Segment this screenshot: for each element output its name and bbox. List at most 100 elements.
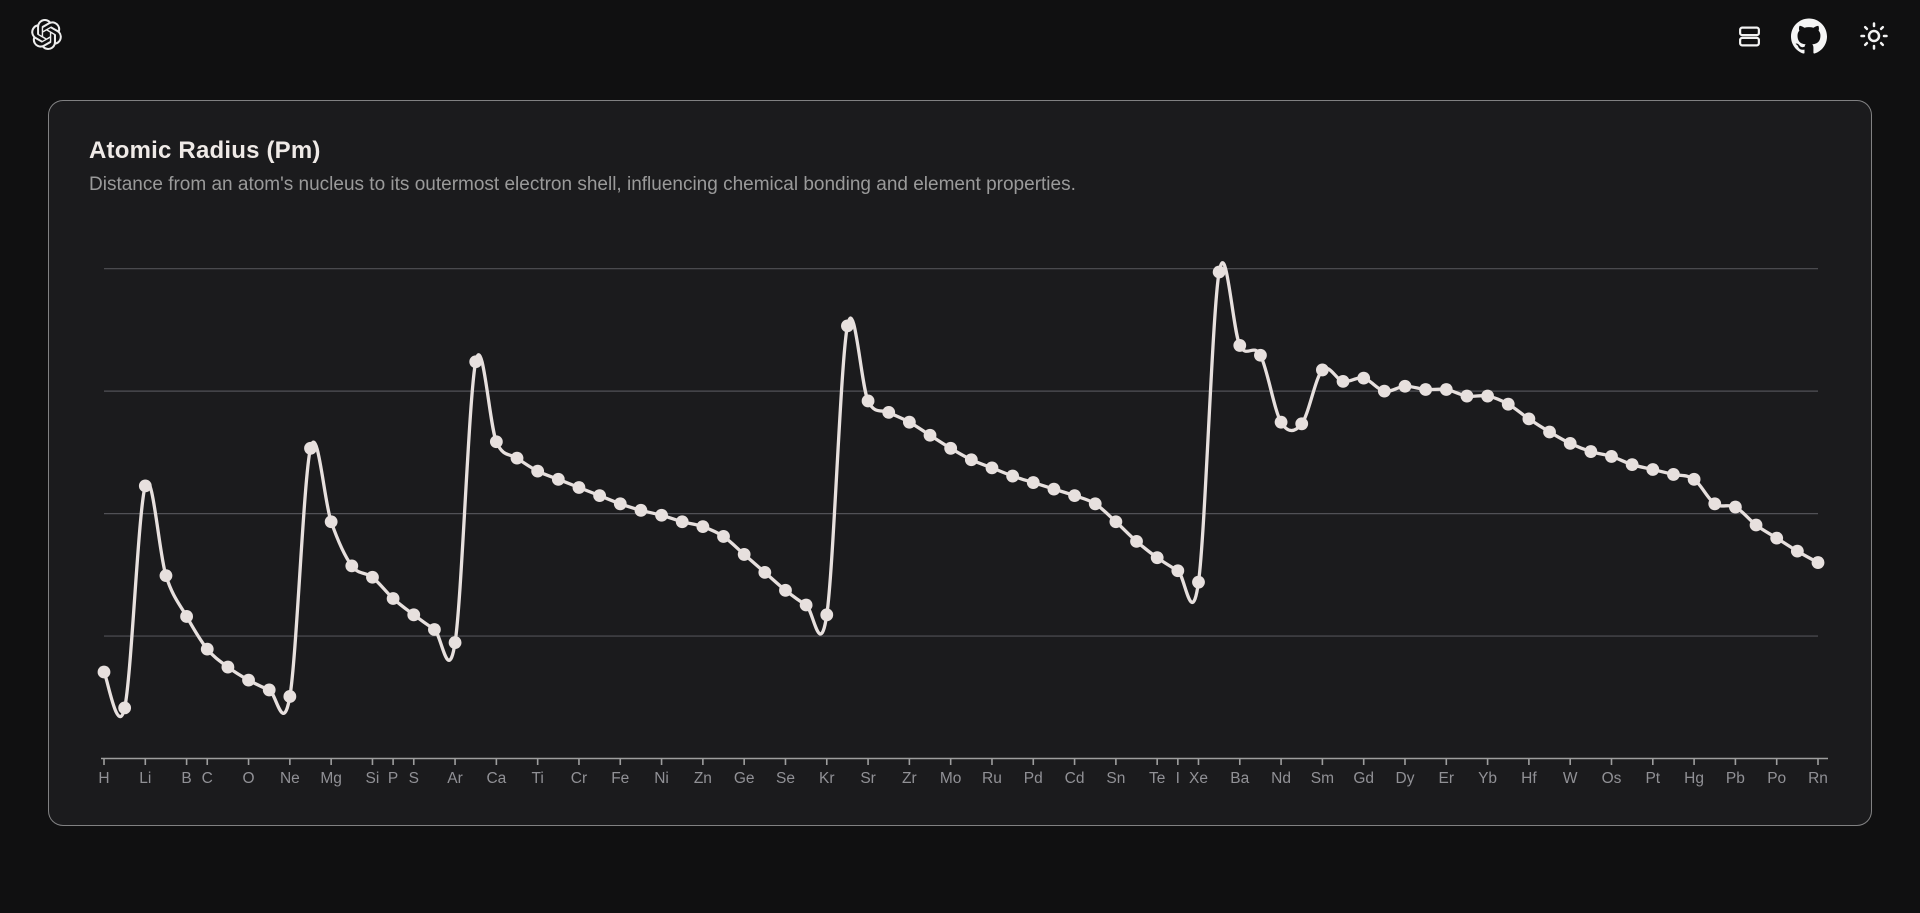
data-point-He xyxy=(118,701,132,715)
openai-logo[interactable] xyxy=(29,17,63,51)
data-point-Pb xyxy=(1728,500,1742,514)
x-axis-label: Rn xyxy=(1808,770,1828,787)
x-axis-label: Ru xyxy=(982,770,1002,787)
data-point-F xyxy=(262,683,276,697)
data-point-Ho xyxy=(1419,383,1433,396)
data-point-Cr xyxy=(572,481,586,494)
data-point-Po xyxy=(1770,531,1784,545)
data-point-Cd xyxy=(1068,489,1081,503)
data-point-Zn xyxy=(696,520,710,534)
data-point-Tc xyxy=(964,453,978,467)
x-axis-label: O xyxy=(243,770,255,787)
data-point-Br xyxy=(799,598,813,612)
data-point-Pr xyxy=(1254,348,1267,362)
data-point-N xyxy=(221,660,235,674)
data-point-Pd xyxy=(1026,476,1040,489)
data-point-Na xyxy=(304,441,317,455)
sun-icon xyxy=(1860,22,1888,50)
x-axis-label: Hf xyxy=(1521,770,1537,787)
github-link-button[interactable] xyxy=(1790,17,1828,55)
x-axis-label: Mo xyxy=(940,770,962,787)
data-point-Gd xyxy=(1357,371,1371,385)
data-point-Tb xyxy=(1377,384,1391,398)
x-axis-label: Sr xyxy=(860,770,876,787)
chart-canvas[interactable]: H Li B C O Ne Mg Si P S Ar Ca Ti Cr Fe Ni Zn Ge Se Kr Sr Zr Mo… xyxy=(49,101,1873,827)
data-point-Sn xyxy=(1109,515,1123,529)
data-point-Bi xyxy=(1749,518,1763,532)
x-axis-label: Ti xyxy=(531,770,543,787)
x-axis-label: Zn xyxy=(694,770,712,787)
chart-subtitle: Distance from an atom's nucleus to its o… xyxy=(89,174,1076,195)
x-axis-label: Ca xyxy=(486,770,506,787)
x-axis-label: Cd xyxy=(1065,770,1085,787)
series-line xyxy=(102,261,1820,719)
x-axis-label: Gd xyxy=(1353,770,1374,787)
data-point-K xyxy=(469,355,483,369)
x-axis-label: Li xyxy=(139,770,151,787)
chart-card: Atomic Radius (Pm) Distance from an atom… xyxy=(48,100,1872,826)
layout-toggle-button[interactable] xyxy=(1735,22,1763,50)
x-axis-label: Nd xyxy=(1271,770,1291,787)
x-axis-label: Te xyxy=(1149,770,1165,787)
data-point-Rn xyxy=(1811,556,1825,569)
data-point-C xyxy=(200,642,214,656)
data-point-Y xyxy=(882,405,896,419)
x-axis-label: B xyxy=(181,770,191,787)
x-axis-label: Se xyxy=(776,770,795,787)
x-axis-label: P xyxy=(388,770,398,787)
data-point-I xyxy=(1171,564,1185,578)
data-point-Hf xyxy=(1522,412,1536,426)
data-point-Rh xyxy=(1006,469,1020,483)
data-point-Ti xyxy=(531,464,545,478)
x-axis-label: Kr xyxy=(819,770,835,787)
data-point-Os xyxy=(1605,450,1618,463)
x-axis-label: C xyxy=(202,770,213,787)
data-point-Ga xyxy=(717,530,730,543)
data-point-Tl xyxy=(1708,497,1722,511)
data-point-O xyxy=(242,673,255,687)
x-axis-label: Pd xyxy=(1024,770,1043,787)
line-chart[interactable]: H Li B C O Ne Mg Si P S Ar Ca Ti Cr Fe Ni Zn Ge Se Kr Sr Zr Mo… xyxy=(49,101,1873,827)
data-point-Lu xyxy=(1501,397,1515,411)
data-point-Se xyxy=(779,583,792,597)
data-point-V xyxy=(551,472,565,486)
data-point-In xyxy=(1088,497,1102,511)
data-point-Zr xyxy=(902,415,916,429)
data-point-Eu xyxy=(1336,374,1350,388)
data-point-Sc xyxy=(510,451,524,465)
theme-toggle-button[interactable] xyxy=(1857,19,1891,53)
data-point-Si xyxy=(366,570,379,584)
data-point-Nb xyxy=(923,428,937,442)
x-axis-label: S xyxy=(409,770,419,787)
data-point-Ar xyxy=(448,636,462,649)
x-axis-label: Hg xyxy=(1684,770,1704,787)
data-point-Tm xyxy=(1460,389,1474,403)
data-point-Ag xyxy=(1047,482,1061,496)
data-point-At xyxy=(1790,544,1804,558)
data-point-Ir xyxy=(1625,458,1639,472)
data-point-Re xyxy=(1584,445,1598,458)
x-axis-label: Ba xyxy=(1230,770,1249,787)
x-axis-label: Cr xyxy=(571,770,587,787)
x-axis-label: Fe xyxy=(611,770,629,787)
data-point-P xyxy=(386,592,400,605)
data-point-Ba xyxy=(1233,339,1247,352)
data-point-Cs xyxy=(1212,265,1226,279)
data-point-Ne xyxy=(283,690,297,703)
openai-logo-icon xyxy=(30,18,62,50)
data-point-Al xyxy=(345,559,359,573)
chart-title: Atomic Radius (Pm) xyxy=(89,137,321,164)
x-axis-label: W xyxy=(1563,770,1578,787)
data-point-Sb xyxy=(1130,534,1143,548)
x-axis-label: Zr xyxy=(902,770,917,787)
data-point-Ca xyxy=(489,435,503,449)
data-point-S xyxy=(407,608,421,622)
x-axis-label: Pb xyxy=(1726,770,1745,787)
x-axis-label: Yb xyxy=(1478,770,1497,787)
app-header xyxy=(0,0,1920,68)
data-point-Te xyxy=(1150,551,1164,565)
data-point-Kr xyxy=(820,608,834,622)
x-axis-label: Ge xyxy=(734,770,755,787)
x-axis-label: I xyxy=(1176,770,1180,787)
data-point-Ni xyxy=(655,508,668,522)
